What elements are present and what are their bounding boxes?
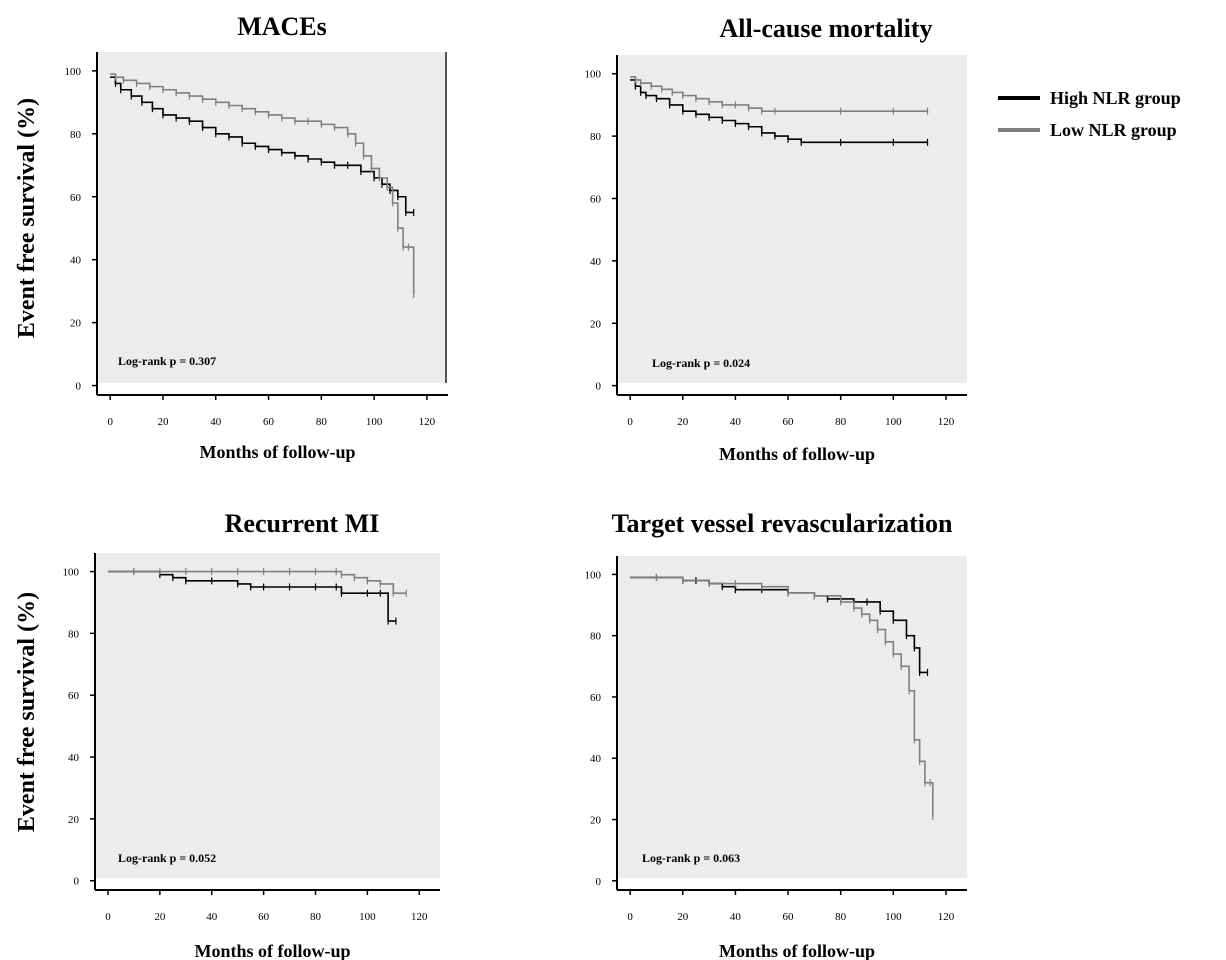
y-tick-label: 100 bbox=[63, 567, 80, 579]
x-tick-label: 60 bbox=[263, 416, 275, 428]
chart-panel-1: 0 20 40 60 80 100 0 20 40 60 80 100 120 MACEs Months o… bbox=[65, 12, 448, 462]
y-tick-label: 40 bbox=[70, 255, 82, 267]
chart-title: MACEs bbox=[237, 12, 327, 41]
y-tick-label: 0 bbox=[76, 381, 82, 393]
y-tick-label: 60 bbox=[590, 193, 602, 205]
y-tick-label: 20 bbox=[590, 318, 602, 330]
y-tick-label: 80 bbox=[70, 129, 82, 141]
y-tick-label: 40 bbox=[68, 752, 80, 764]
log-rank-annotation: Log-rank p = 0.307 bbox=[118, 354, 216, 368]
y-tick-label: 60 bbox=[70, 192, 82, 204]
x-axis-label: Months of follow-up bbox=[719, 444, 875, 464]
x-tick-label: 20 bbox=[677, 911, 689, 923]
x-axis-label: Months of follow-up bbox=[199, 442, 355, 462]
y-tick-label: 0 bbox=[596, 381, 602, 393]
x-tick-label: 0 bbox=[627, 911, 633, 923]
y-tick-label: 80 bbox=[590, 631, 602, 643]
y-tick-label: 80 bbox=[68, 628, 80, 640]
x-tick-label: 100 bbox=[366, 416, 383, 428]
x-tick-label: 60 bbox=[258, 911, 270, 923]
plot-area bbox=[97, 52, 446, 383]
x-tick-label: 40 bbox=[210, 416, 222, 428]
y-tick-label: 0 bbox=[596, 876, 602, 888]
x-tick-label: 100 bbox=[885, 911, 902, 923]
chart-panel-2: 0 20 40 60 80 100 0 20 40 60 80 100 120 All-cause mor… bbox=[585, 14, 967, 464]
x-tick-label: 120 bbox=[419, 416, 436, 428]
y-tick-label: 100 bbox=[585, 569, 602, 581]
plot-area bbox=[617, 55, 967, 383]
log-rank-annotation: Log-rank p = 0.052 bbox=[118, 851, 216, 865]
x-tick-label: 120 bbox=[411, 911, 428, 923]
y-tick-label: 100 bbox=[65, 66, 82, 78]
x-tick-label: 120 bbox=[938, 911, 955, 923]
log-rank-annotation: Log-rank p = 0.024 bbox=[652, 356, 750, 370]
x-axis-label: Months of follow-up bbox=[194, 941, 350, 960]
x-tick-label: 60 bbox=[783, 911, 795, 923]
y-tick-label: 60 bbox=[68, 690, 80, 702]
chart-panel-4: 0 20 40 60 80 100 0 20 40 60 80 100 120 Target vessel… bbox=[585, 509, 967, 960]
x-tick-label: 20 bbox=[677, 416, 689, 428]
x-tick-label: 20 bbox=[154, 911, 166, 923]
x-tick-label: 80 bbox=[835, 416, 847, 428]
panels: 0 20 40 60 80 100 0 20 40 60 80 100 120 MACEs Months o… bbox=[63, 12, 967, 960]
plot-area bbox=[617, 556, 967, 878]
legend-label-low: Low NLR group bbox=[1050, 120, 1177, 140]
x-tick-label: 80 bbox=[310, 911, 322, 923]
y-tick-label: 100 bbox=[585, 69, 602, 81]
x-tick-label: 0 bbox=[627, 416, 633, 428]
x-tick-label: 20 bbox=[157, 416, 169, 428]
y-axis-label-top: Event free survival (%) bbox=[14, 98, 40, 338]
x-axis-label: Months of follow-up bbox=[719, 941, 875, 960]
y-tick-label: 0 bbox=[74, 876, 80, 888]
x-tick-label: 40 bbox=[730, 416, 742, 428]
x-tick-label: 40 bbox=[206, 911, 218, 923]
chart-title: Target vessel revascularization bbox=[612, 509, 953, 538]
y-tick-label: 60 bbox=[590, 692, 602, 704]
y-tick-label: 40 bbox=[590, 256, 602, 268]
y-tick-label: 80 bbox=[590, 131, 602, 143]
x-tick-label: 80 bbox=[835, 911, 847, 923]
plot-area bbox=[95, 553, 440, 878]
x-tick-label: 0 bbox=[105, 911, 111, 923]
x-tick-label: 0 bbox=[107, 416, 113, 428]
legend: High NLR group Low NLR group bbox=[998, 88, 1181, 140]
chart-title: All-cause mortality bbox=[719, 14, 932, 43]
x-tick-label: 100 bbox=[885, 416, 902, 428]
y-tick-label: 20 bbox=[590, 815, 602, 827]
y-tick-label: 20 bbox=[68, 814, 80, 826]
legend-label-high: High NLR group bbox=[1050, 88, 1181, 108]
x-tick-label: 100 bbox=[359, 911, 376, 923]
y-tick-label: 20 bbox=[70, 318, 82, 330]
x-tick-label: 120 bbox=[938, 416, 955, 428]
y-tick-label: 40 bbox=[590, 753, 602, 765]
chart-panel-3: 0 20 40 60 80 100 0 20 40 60 80 100 120 Recurrent MI M… bbox=[63, 509, 440, 960]
x-tick-label: 40 bbox=[730, 911, 742, 923]
x-tick-label: 80 bbox=[316, 416, 328, 428]
y-axis-label-bottom: Event free survival (%) bbox=[14, 592, 40, 832]
x-tick-label: 60 bbox=[783, 416, 795, 428]
chart-title: Recurrent MI bbox=[225, 509, 380, 538]
log-rank-annotation: Log-rank p = 0.063 bbox=[642, 851, 740, 865]
